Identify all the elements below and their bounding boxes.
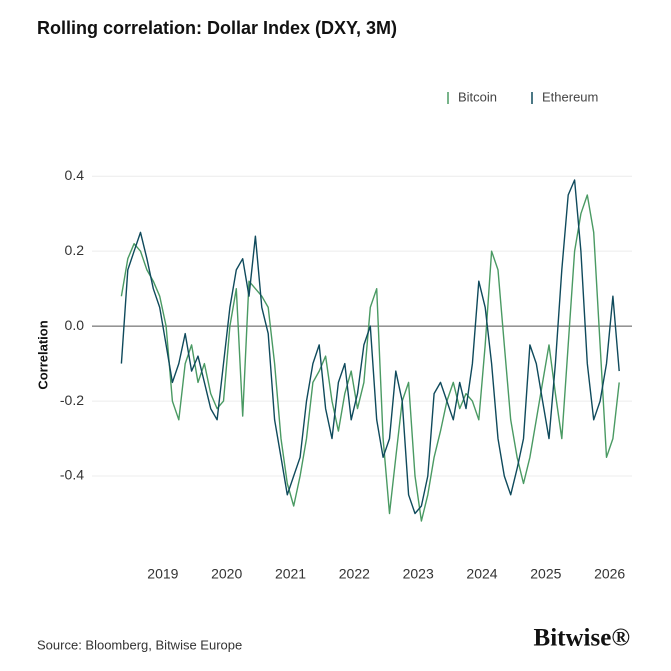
x-tick-label: 2023 [403,566,434,582]
logo: Bitwise® [534,625,630,652]
x-tick-label: 2021 [275,566,306,582]
x-tick-label: 2025 [530,566,561,582]
chart-title: Rolling correlation: Dollar Index (DXY, … [37,18,397,38]
y-tick-label: -0.2 [60,392,84,408]
y-tick-label: -0.4 [60,467,84,483]
x-tick-label: 2022 [339,566,370,582]
source-note: Source: Bloomberg, Bitwise Europe [37,637,242,652]
legend-label: Ethereum [542,89,598,104]
series-line [120,194,620,522]
x-tick-label: 2019 [147,566,178,582]
y-axis-title: Correlation [35,320,50,389]
x-tick-label: 2026 [594,566,625,582]
x-tick-label: 2020 [211,566,242,582]
series-line [120,179,620,515]
y-tick-label: 0.0 [65,317,85,333]
x-tick-label: 2024 [466,566,497,582]
y-tick-label: 0.4 [65,167,85,183]
y-tick-label: 0.2 [65,242,85,258]
legend-label: Bitcoin [458,89,497,104]
